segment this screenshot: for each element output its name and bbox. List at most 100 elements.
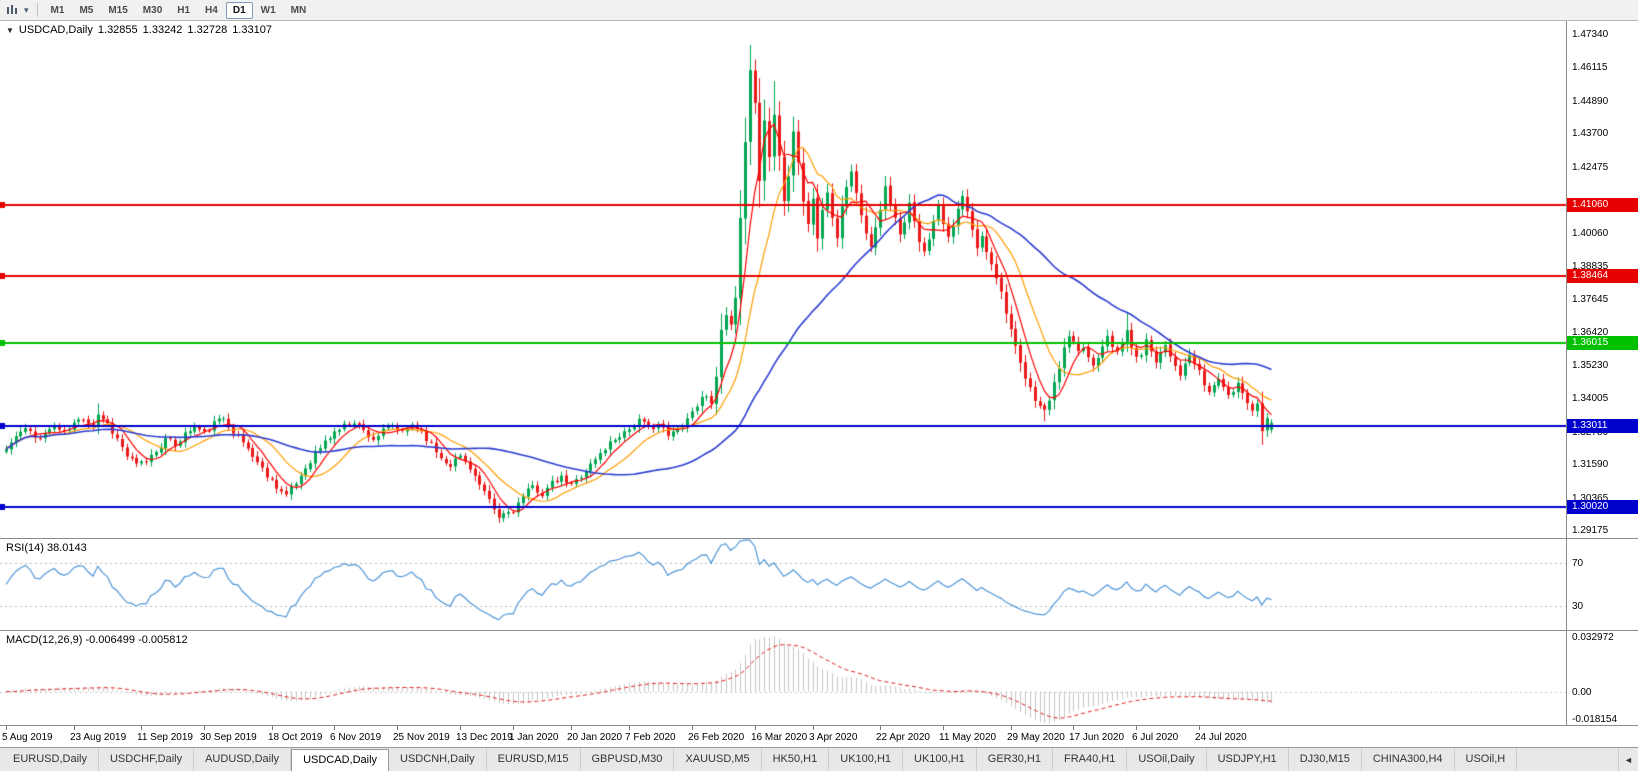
macd-canvas[interactable]	[0, 631, 1566, 725]
chart-tab[interactable]: UK100,H1	[829, 748, 904, 771]
date-tick	[272, 726, 273, 730]
date-label: 7 Feb 2020	[625, 732, 676, 743]
macd-label: MACD(12,26,9) -0.006499 -0.005812	[6, 634, 188, 646]
chart-type-icon[interactable]	[6, 4, 20, 16]
ohlc-toggle-icon[interactable]: ▼	[6, 25, 14, 35]
macd-plot[interactable]: MACD(12,26,9) -0.006499 -0.005812	[0, 631, 1566, 725]
date-tick	[513, 726, 514, 730]
chart-open: 1.32855	[97, 24, 138, 36]
chart-tab[interactable]: CHINA300,H4	[1362, 748, 1455, 771]
date-label: 29 May 2020	[1007, 732, 1065, 743]
price-tick: 1.34005	[1572, 393, 1609, 405]
macd-panel: MACD(12,26,9) -0.006499 -0.005812 0.0329…	[0, 630, 1638, 725]
date-label: 6 Jul 2020	[1132, 732, 1179, 743]
chart-low: 1.32728	[187, 24, 228, 36]
chart-title: ▼ USDCAD,Daily 1.32855 1.33242 1.32728 1…	[6, 24, 272, 36]
timeframe-button-m15[interactable]: M15	[108, 4, 128, 16]
rsi-label: RSI(14) 38.0143	[6, 542, 87, 554]
price-line-flag: 1.30020	[1567, 500, 1638, 515]
rsi-canvas[interactable]	[0, 539, 1566, 630]
date-label: 11 May 2020	[939, 732, 997, 743]
date-tick	[1199, 726, 1200, 730]
date-label: 6 Nov 2019	[330, 732, 382, 743]
chart-tab[interactable]: EURUSD,Daily	[2, 748, 99, 771]
toolbar: ▾ M1 M5 M15 M30 H1 H4 D1 W1 MN	[0, 0, 1638, 21]
date-label: 3 Apr 2020	[809, 732, 858, 743]
date-label: 11 Sep 2019	[137, 732, 193, 743]
chart-tab[interactable]: USDCHF,Daily	[99, 748, 195, 771]
chart-tab[interactable]: XAUUSD,M5	[674, 748, 762, 771]
macd-tick: -0.018154	[1572, 714, 1618, 725]
tab-scroll-left-icon[interactable]: ◄	[1618, 748, 1638, 771]
timeframe-button-w1[interactable]: W1	[260, 4, 276, 16]
date-label: 22 Apr 2020	[876, 732, 930, 743]
date-label: 17 Jun 2020	[1069, 732, 1125, 743]
date-label: 25 Nov 2019	[393, 732, 450, 743]
timeframe-button-m5[interactable]: M5	[79, 4, 94, 16]
chart-tab[interactable]: GBPUSD,M30	[581, 748, 675, 771]
date-label: 16 Mar 2020	[751, 732, 808, 743]
chart-tab[interactable]: DJ30,M15	[1289, 748, 1362, 771]
price-tick: 1.35230	[1572, 359, 1609, 371]
macd-tick: 0.00	[1572, 686, 1592, 698]
timeframe-button-h1[interactable]: H1	[177, 4, 191, 16]
rsi-axis: 70 30	[1566, 539, 1638, 630]
date-tick	[1011, 726, 1012, 730]
chart-tab[interactable]: EURUSD,M15	[487, 748, 581, 771]
date-axis[interactable]: 5 Aug 2019 23 Aug 2019 11 Sep 2019 30 Sep 2…	[0, 725, 1638, 747]
price-tick: 1.29175	[1572, 525, 1609, 537]
date-tick	[460, 726, 461, 730]
date-tick	[397, 726, 398, 730]
chart-tab[interactable]: UK100,H1	[903, 748, 977, 771]
date-tick	[813, 726, 814, 730]
main-chart-canvas[interactable]	[0, 21, 1566, 538]
chart-tab[interactable]: USDJPY,H1	[1207, 748, 1289, 771]
date-tick	[334, 726, 335, 730]
date-tick	[1136, 726, 1137, 730]
timeframe-button-d1[interactable]: D1	[225, 1, 253, 19]
rsi-panel: RSI(14) 38.0143 70 30	[0, 538, 1638, 630]
price-tick: 1.47340	[1572, 28, 1609, 40]
macd-tick: 0.032972	[1572, 632, 1614, 643]
main-chart-plot[interactable]: ▼ USDCAD,Daily 1.32855 1.33242 1.32728 1…	[0, 21, 1566, 538]
timeframe-buttons: M1 M5 M15 M30 H1 H4 D1 W1 MN	[44, 1, 314, 19]
price-tick: 1.38835	[1572, 261, 1609, 273]
chart-tab[interactable]: AUDUSD,Daily	[194, 748, 292, 771]
chart-type-caret-icon[interactable]: ▾	[24, 4, 29, 15]
chart-tabs-bar: EURUSD,Daily USDCHF,Daily AUDUSD,Daily USDC…	[0, 747, 1638, 771]
chart-tab[interactable]: USOil,H	[1455, 748, 1518, 771]
price-tick: 1.42475	[1572, 161, 1609, 173]
chart-tab[interactable]: HK50,H1	[762, 748, 830, 771]
date-tick	[571, 726, 572, 730]
rsi-level-tick: 70	[1572, 557, 1584, 569]
chart-tab[interactable]: GER30,H1	[977, 748, 1053, 771]
date-label: 24 Jul 2020	[1195, 732, 1247, 743]
date-tick	[943, 726, 944, 730]
price-axis[interactable]: 1.47340 1.46115 1.44890 1.43700 1.42475 1.400…	[1566, 21, 1638, 538]
date-label: 20 Jan 2020	[567, 732, 623, 743]
rsi-plot[interactable]: RSI(14) 38.0143	[0, 539, 1566, 630]
date-label: 13 Dec 2019	[456, 732, 513, 743]
timeframe-button-h4[interactable]: H4	[205, 4, 218, 16]
chart-high: 1.33242	[142, 24, 183, 36]
toolbar-separator	[36, 3, 38, 17]
price-line-flag: 1.33011	[1567, 418, 1638, 433]
price-line-flag: 1.36015	[1567, 336, 1638, 351]
price-tick: 1.37645	[1572, 293, 1609, 305]
chart-tab[interactable]: USDCAD,Daily	[291, 749, 390, 771]
chart-tab[interactable]: USDCNH,Daily	[389, 748, 487, 771]
date-label: 18 Oct 2019	[268, 732, 323, 743]
price-tick: 1.43700	[1572, 128, 1609, 140]
date-label: 23 Aug 2019	[70, 732, 127, 743]
timeframe-button-m30[interactable]: M30	[142, 4, 163, 16]
timeframe-button-m1[interactable]: M1	[50, 4, 65, 16]
date-tick	[692, 726, 693, 730]
timeframe-button-mn[interactable]: MN	[290, 4, 307, 16]
date-tick	[141, 726, 142, 730]
date-tick	[1073, 726, 1074, 730]
macd-axis: 0.032972 0.00 -0.018154	[1566, 631, 1638, 725]
price-line-flag: 1.38464	[1567, 269, 1638, 284]
chart-tab[interactable]: FRA40,H1	[1053, 748, 1128, 771]
chart-tab[interactable]: USOil,Daily	[1127, 748, 1207, 771]
